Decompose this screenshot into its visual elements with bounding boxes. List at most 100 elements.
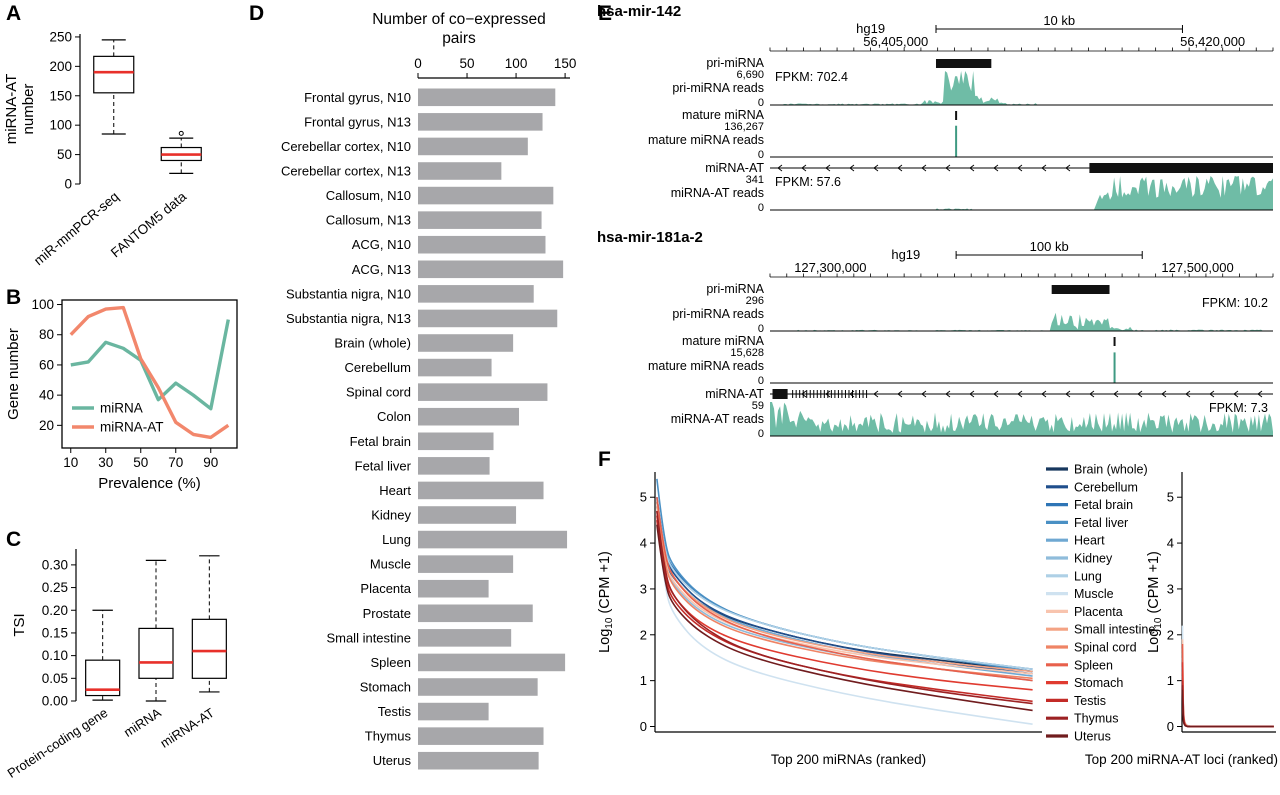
track-label: pri-miRNA (706, 282, 764, 296)
box-miR-mmPCR-seq (93, 39, 135, 135)
strand-arrow-icon (1065, 164, 1071, 172)
box-FANTOM5 data (160, 130, 202, 175)
bar-Substantia nigra, N10 (418, 285, 534, 303)
bar-label: Colon (377, 409, 411, 424)
series-Spleen (1181, 643, 1274, 728)
y-tick-label: 0.20 (42, 603, 68, 618)
strand-arrow-icon (1137, 390, 1143, 398)
bar-label: Substantia nigra, N10 (286, 286, 411, 301)
legend-item: Lung (1046, 569, 1102, 583)
x-tick-label: 70 (168, 455, 183, 470)
box-body (191, 618, 227, 679)
x-tick-label: 50 (460, 56, 475, 71)
coordinate: 56,405,000 (863, 34, 928, 49)
x-tick-label: 10 (63, 455, 78, 470)
y-tick-label: 1 (1167, 673, 1174, 688)
bar-label: Fetal brain (350, 434, 411, 449)
genome-label: hg19 (891, 247, 920, 262)
series-Spinal cord (1181, 671, 1274, 728)
box-body (138, 627, 174, 679)
bar-label: Frontal gyrus, N13 (304, 114, 411, 129)
bar-label: Stomach (360, 680, 411, 695)
strand-arrow-icon (1257, 390, 1263, 398)
legend-label: miRNA-AT (100, 420, 164, 435)
series-Kidney (1181, 666, 1274, 728)
bar-Thymus (418, 727, 544, 745)
strand-arrow-icon (945, 390, 951, 398)
y-tick-label: 5 (1167, 490, 1174, 505)
bar-label: Callosum, N13 (326, 213, 411, 228)
legend-label: Spinal cord (1074, 641, 1137, 655)
panel-label-f: F (598, 448, 611, 471)
y-tick-label: 0.00 (42, 694, 68, 709)
track-label: miRNA-AT (705, 387, 764, 401)
strand-arrow-icon (1041, 390, 1047, 398)
strand-arrow-icon (945, 164, 951, 172)
coordinate: 127,300,000 (794, 260, 866, 275)
legend-item: Cerebellum (1046, 480, 1138, 494)
bar-Spleen (418, 653, 566, 672)
bar-label: Cerebellar cortex, N13 (281, 164, 411, 179)
y-tick-label: 50 (57, 147, 72, 162)
reads-coverage-area (770, 176, 1273, 210)
series-Placenta (1181, 639, 1274, 728)
box-miRNA (138, 559, 174, 702)
legend-item: Placenta (1046, 605, 1123, 619)
track-label: mature miRNA reads (648, 133, 764, 147)
fpkm-value: FPKM: 10.2 (1202, 296, 1268, 310)
bar-label: Spleen (371, 655, 411, 670)
legend-item: Spinal cord (1046, 641, 1137, 655)
legend-label: Heart (1074, 534, 1105, 548)
strand-arrow-icon (1209, 390, 1215, 398)
y-axis-label: number (20, 84, 37, 135)
legend-item: Testis (1046, 694, 1106, 708)
panel-a-boxplot: 0 50 100 150 200 250 miRNA-AT number miR-mmPCR-s… (3, 29, 202, 268)
legend-label: Cerebellum (1074, 480, 1138, 494)
series-Brain (whole) (1181, 680, 1274, 728)
strand-arrow-icon (1161, 390, 1167, 398)
series-Cerebellum (1181, 671, 1274, 728)
x-tick-label: 50 (133, 455, 148, 470)
track-label: pri-miRNA reads (672, 307, 764, 321)
strand-arrow-icon (1017, 164, 1023, 172)
legend-item: Thymus (1046, 712, 1118, 726)
bar-Spinal cord (418, 383, 548, 401)
track-scale-max: 15,628 (730, 347, 764, 359)
y-tick-label: 0.25 (42, 580, 68, 595)
bar-ACG, N10 (418, 235, 546, 254)
y-tick-label: 0.30 (42, 557, 68, 572)
bar-label: Callosum, N10 (326, 188, 411, 203)
legend-item: Spleen (1046, 658, 1113, 672)
bar-label: Spinal cord (346, 385, 411, 400)
series-Thymus (656, 510, 1033, 705)
panel-label-e: E (598, 2, 613, 25)
series-Spinal cord (656, 510, 1033, 680)
legend-label: Testis (1074, 694, 1106, 708)
locus-name: hsa-mir-181a-2 (597, 229, 703, 246)
series-Heart (1181, 676, 1274, 728)
x-axis-label: Prevalence (%) (98, 475, 201, 492)
legend-label: Brain (whole) (1074, 463, 1148, 477)
y-tick-label: 5 (640, 490, 647, 505)
track-scale-min: 0 (758, 202, 764, 214)
track-scale-max: 136,267 (724, 121, 764, 133)
legend-label: Spleen (1074, 658, 1113, 672)
bar-label: Brain (whole) (334, 336, 411, 351)
coordinate: 56,420,000 (1180, 34, 1245, 49)
strand-arrow-icon (1089, 390, 1095, 398)
y-tick-label: 60 (39, 357, 54, 372)
mature-mirna-tick (955, 111, 958, 120)
legend-label: Placenta (1074, 605, 1123, 619)
legend-label: miRNA (100, 401, 143, 416)
bar-label: Heart (379, 483, 411, 498)
series-Thymus (1181, 685, 1274, 728)
y-tick-label: 2 (640, 627, 647, 642)
scale-label: 100 kb (1030, 239, 1069, 254)
bar-Frontal gyrus, N10 (418, 88, 556, 107)
y-axis-label: Gene number (5, 328, 22, 420)
series-Fetal brain (1181, 662, 1274, 728)
series-Small intestine (656, 501, 1033, 673)
outlier-point (178, 130, 184, 136)
track-scale-min: 0 (758, 323, 764, 335)
